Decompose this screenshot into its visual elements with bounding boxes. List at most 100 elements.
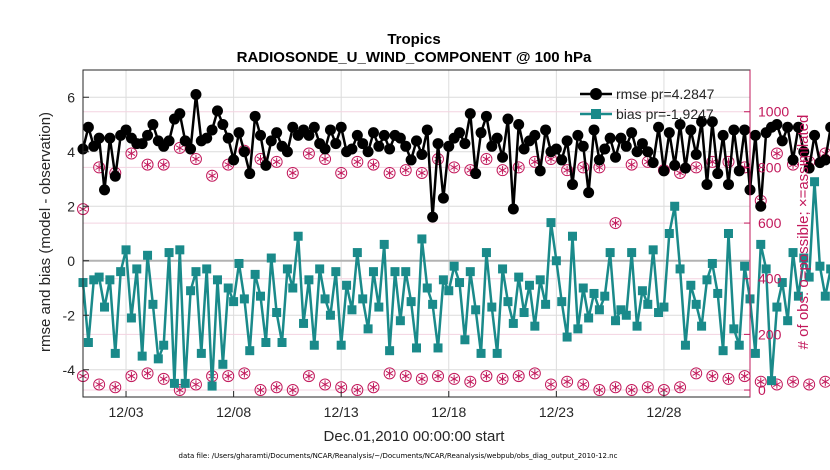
obs-possible-point-ring (302, 147, 315, 160)
obs-possible-point-spoke (272, 159, 281, 165)
y2-tick-label: 800 (758, 159, 782, 175)
obs-assimilated-point-ring (383, 367, 396, 380)
bias-point (401, 267, 411, 277)
y-tick-label: -2 (63, 307, 76, 323)
obs-possible-point-spoke (482, 156, 491, 162)
bias-point (637, 286, 647, 296)
obs-assimilated-point-spoke (353, 387, 362, 393)
obs-assimilated-point-ring (415, 372, 428, 385)
bias-point (675, 264, 685, 274)
obs-assimilated-point-ring (706, 370, 719, 383)
obs-assimilated-point-spoke (676, 384, 684, 390)
bias-point (820, 291, 830, 301)
axes: 12/03 12/08 12/13 12/18 12/23 12/28 -4 -2 0 2 4 6 0 2… (63, 69, 789, 420)
bias-point (616, 305, 626, 315)
obs-possible-point-spoke (369, 162, 378, 168)
obs-assimilated-point-spoke (482, 373, 491, 379)
rmse-point (427, 211, 439, 223)
obs-assimilated-point-ring (173, 384, 186, 397)
obs-possible-point (335, 166, 348, 179)
obs-assimilated-point-ring (544, 378, 557, 391)
obs-assimilated-point-ring (722, 372, 735, 385)
obs-assimilated-point-spoke (579, 381, 588, 388)
rmse-point (717, 129, 729, 141)
bias-series (78, 177, 830, 391)
bias-point (293, 231, 303, 241)
bias-point (374, 302, 384, 312)
bias-point (772, 302, 782, 312)
rmse-point (513, 119, 525, 130)
bias-point (428, 299, 438, 309)
bias-point (793, 291, 803, 301)
obs-assimilated-point-ring (141, 367, 154, 380)
obs-possible-point-ring (335, 166, 348, 179)
rmse-point (394, 132, 406, 144)
rmse-point (636, 138, 648, 150)
obs-possible-point-spoke (595, 164, 604, 170)
rmse-point (357, 138, 369, 150)
obs-assimilated-point (173, 384, 186, 397)
rmse-point (497, 151, 509, 163)
rmse-point (308, 121, 320, 133)
obs-assimilated-point-spoke (240, 370, 249, 376)
rmse-point (620, 140, 632, 152)
obs-assimilated-point-spoke (127, 373, 136, 379)
rmse-point (378, 129, 390, 141)
obs-possible-point-spoke (627, 162, 636, 168)
obs-assimilated-point-ring (690, 367, 703, 380)
obs-assimilated-point (157, 372, 170, 385)
bias-point (686, 280, 696, 290)
bias-point (535, 275, 545, 285)
bias-point (750, 348, 760, 358)
obs-assimilated-point (609, 381, 622, 394)
bias-point (180, 378, 190, 388)
obs-assimilated-point-spoke (498, 376, 507, 382)
bias-point (137, 351, 147, 361)
bias-point (202, 264, 212, 274)
obs-assimilated-point-spoke (95, 381, 104, 388)
obs-assimilated-point-ring (625, 384, 638, 397)
obs-assimilated-point (625, 384, 638, 397)
bias-point (761, 264, 771, 274)
x-tick-label: 12/08 (216, 404, 251, 420)
obs-assimilated-point-ring (577, 378, 590, 391)
bias-point (584, 313, 594, 323)
obs-possible-point-ring (141, 158, 154, 171)
bias-point (315, 264, 325, 274)
rmse-point (690, 148, 702, 160)
rmse-point (577, 140, 589, 152)
bias-point (304, 275, 314, 285)
bias-point (605, 248, 615, 258)
rmse-point (238, 146, 250, 158)
rmse-point (217, 119, 229, 130)
rmse-point (706, 116, 718, 128)
obs-assimilated-point-spoke (627, 387, 636, 393)
rmse-point (663, 127, 675, 139)
obs-possible-point-spoke (305, 150, 313, 157)
bias-point (546, 218, 556, 228)
rmse-point (803, 162, 815, 174)
rmse-point (104, 132, 116, 144)
obs-possible-point (480, 153, 493, 166)
obs-possible-point (319, 153, 332, 166)
bias-point (272, 308, 282, 318)
rmse-point (271, 127, 283, 139)
obs-assimilated-point (544, 378, 557, 391)
obs-assimilated-point-ring (787, 375, 800, 388)
obs-assimilated-point (109, 381, 122, 394)
obs-assimilated-point-ring (367, 381, 380, 394)
rmse-point (206, 124, 218, 136)
rmse-point (696, 116, 708, 128)
bias-point (573, 324, 583, 334)
obs-possible-point (270, 155, 283, 168)
y2-tick-label: 1000 (758, 104, 789, 120)
obs-possible-point-spoke (466, 167, 475, 173)
obs-assimilated-point-spoke (595, 387, 604, 393)
bias-point (589, 288, 599, 298)
rmse-point (367, 127, 379, 139)
obs-assimilated-point-ring (157, 372, 170, 385)
obs-assimilated-point-ring (593, 384, 606, 397)
obs-possible-point-ring (609, 217, 622, 230)
obs-assimilated-point-ring (302, 370, 315, 383)
rmse-point (346, 143, 358, 155)
